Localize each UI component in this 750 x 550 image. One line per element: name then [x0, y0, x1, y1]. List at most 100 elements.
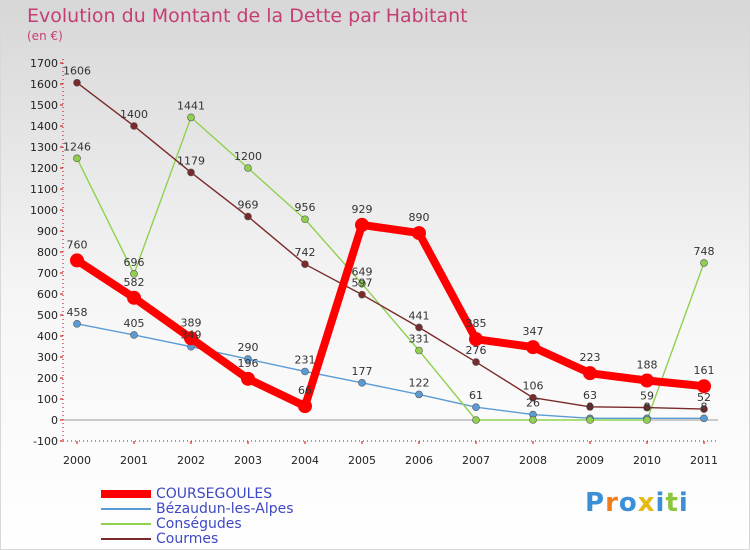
y-tick-label: 1500 [30, 99, 58, 112]
data-point [415, 323, 423, 332]
data-label: 890 [409, 211, 430, 224]
data-label: 1179 [177, 154, 205, 167]
y-tick-label: 700 [37, 267, 58, 280]
data-point [415, 346, 423, 355]
data-point [301, 260, 309, 268]
x-tick-label: 2007 [462, 454, 490, 467]
x-tick-label: 2006 [405, 454, 433, 467]
data-label: 161 [694, 364, 715, 377]
data-label: 956 [295, 201, 316, 214]
data-label: 969 [238, 199, 259, 212]
legend-item: Bézaudun-les-Alpes [101, 500, 294, 517]
x-tick-label: 2009 [576, 454, 604, 467]
x-tick-label: 2008 [519, 454, 547, 467]
legend-label: Bézaudun-les-Alpes [156, 500, 294, 517]
data-label: 696 [124, 256, 145, 269]
chart-unit: (en €) [27, 29, 63, 43]
data-point [355, 217, 369, 232]
data-point [358, 279, 366, 288]
data-label: 331 [409, 332, 430, 345]
data-label: 231 [295, 353, 316, 366]
data-label: 26 [526, 397, 540, 410]
data-point [70, 253, 84, 268]
data-point [700, 414, 708, 423]
data-point [298, 399, 312, 414]
data-label: 188 [637, 359, 658, 372]
x-tick-label: 2000 [63, 454, 91, 467]
y-tick-label: 0 [51, 414, 58, 427]
proxiti-logo: Proxiti [585, 488, 689, 518]
data-label: 276 [466, 344, 487, 357]
data-label: 649 [352, 266, 373, 279]
data-label: 748 [694, 245, 715, 258]
data-label: 8 [644, 400, 651, 413]
data-label: 597 [352, 277, 373, 290]
data-point [697, 379, 711, 394]
data-label: 929 [352, 203, 373, 216]
y-tick-label: 1000 [30, 204, 58, 217]
x-tick-label: 2005 [348, 454, 376, 467]
legend-swatch [101, 489, 151, 498]
data-point [526, 340, 540, 355]
data-label: 1606 [63, 65, 91, 78]
data-point [130, 331, 138, 339]
data-point [700, 405, 708, 413]
legend: COURSEGOULES Bézaudun-les-Alpes Conségudes… [101, 486, 294, 547]
legend-item: Conségudes [101, 515, 294, 532]
y-tick-label: 1300 [30, 141, 58, 154]
legend-label: Conségudes [156, 515, 242, 532]
data-point [415, 390, 423, 399]
x-tick-label: 2002 [177, 454, 205, 467]
x-tick-label: 2011 [690, 454, 718, 467]
legend-swatch [101, 537, 151, 540]
data-point [472, 403, 480, 411]
data-point [73, 78, 81, 87]
data-point [529, 416, 537, 424]
data-label: 61 [469, 389, 483, 402]
data-point [244, 164, 252, 172]
data-point [301, 215, 309, 224]
y-tick-label: 1400 [30, 120, 58, 133]
y-tick-label: 400 [37, 330, 58, 343]
data-label: 52 [697, 391, 711, 404]
data-point [586, 402, 594, 411]
data-point [583, 366, 597, 381]
data-point [472, 358, 480, 366]
data-point [130, 270, 138, 278]
data-label: 177 [352, 365, 373, 378]
x-tick-label: 2010 [633, 454, 661, 467]
y-tick-label: 100 [37, 393, 58, 406]
series-line [74, 220, 705, 411]
data-label: 389 [181, 316, 202, 329]
data-label: 196 [238, 357, 259, 370]
data-label: 122 [409, 376, 430, 389]
series-line [76, 116, 705, 421]
data-point [187, 113, 195, 122]
data-label: 106 [523, 380, 544, 393]
legend-swatch [101, 507, 151, 510]
data-label: 1441 [177, 99, 205, 112]
data-label: 385 [466, 317, 487, 330]
y-tick-label: 300 [37, 351, 58, 364]
data-point [472, 416, 480, 424]
y-tick-label: 600 [37, 288, 58, 301]
data-label: 290 [238, 341, 259, 354]
y-tick-label: 800 [37, 246, 58, 259]
chart-title: Evolution du Montant de la Dette par Hab… [27, 5, 468, 27]
data-label: 582 [124, 276, 145, 289]
data-point [640, 373, 654, 388]
data-label: 8 [587, 400, 594, 413]
data-label: 63 [583, 389, 597, 402]
data-point [643, 416, 651, 424]
data-label: 349 [181, 329, 202, 342]
data-label: 347 [523, 325, 544, 338]
data-label: 66 [298, 384, 312, 397]
legend-swatch [101, 522, 151, 525]
data-label: 1400 [120, 108, 148, 121]
data-label: 59 [640, 390, 654, 403]
series-line [76, 82, 705, 410]
data-label: 1246 [63, 140, 91, 153]
x-tick-label: 2003 [234, 454, 262, 467]
legend-label: Courmes [156, 530, 219, 547]
